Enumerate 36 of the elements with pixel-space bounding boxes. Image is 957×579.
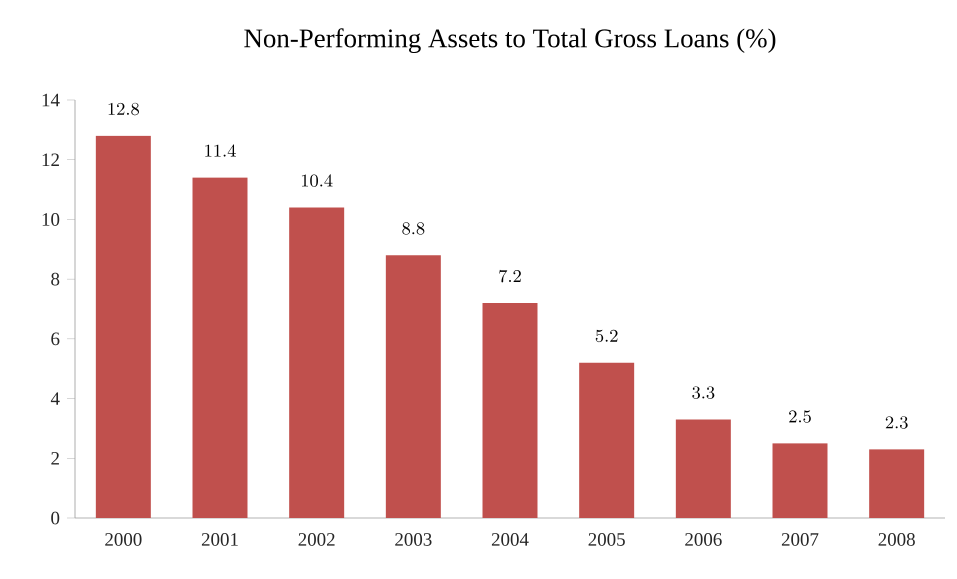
x-tick-label: 2001 (202, 533, 238, 546)
data-label: 3.3 (692, 386, 714, 399)
x-tick-label: 2004 (492, 533, 529, 546)
bar (192, 178, 248, 518)
bar (772, 443, 828, 518)
x-tick-label: 2000 (105, 533, 142, 546)
chart-title: Non-Performing Assets to Total Gross Loans (%) (244, 28, 776, 54)
x-tick-label: 2003 (395, 533, 432, 546)
x-tick-label: 2005 (588, 533, 625, 546)
bar (579, 362, 634, 518)
data-label: 7.2 (499, 270, 521, 282)
y-tick-label: 6 (51, 332, 60, 346)
y-tick-label: 12 (42, 153, 59, 166)
bar (869, 449, 924, 518)
data-label: 2.5 (789, 410, 811, 423)
bar (96, 136, 151, 518)
data-label: 11 .4 (205, 144, 236, 157)
y-tick-label: 8 (51, 272, 60, 286)
y-tick-label: 10 (42, 213, 60, 226)
bar (676, 419, 731, 518)
x-tick-label: 2006 (685, 533, 722, 546)
x-tick-label: 2007 (782, 533, 818, 546)
bar (289, 207, 344, 518)
y-tick-label: 4 (50, 392, 60, 405)
bar (482, 303, 538, 518)
y-tick-label: 2 (51, 452, 59, 465)
x-tick-label: 2002 (298, 533, 335, 546)
y-tick-label: 0 (51, 512, 60, 524)
data-label: 5.2 (596, 330, 618, 342)
data-label: 2.3 (886, 416, 908, 429)
y-tick-label: 14 (42, 94, 60, 106)
data-label: 12.8 (108, 102, 139, 116)
x-tick-label: 2008 (878, 533, 915, 546)
data-label: 10.4 (302, 174, 333, 187)
data-label: 8.8 (402, 222, 424, 235)
bar (386, 255, 441, 518)
